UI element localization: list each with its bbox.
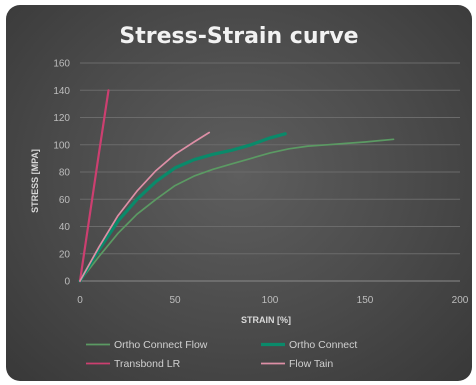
series-line bbox=[79, 131, 211, 282]
y-tick-label: 120 bbox=[53, 113, 70, 124]
x-axis-label: STRAIN [%] bbox=[241, 315, 291, 325]
y-tick-label: 80 bbox=[59, 168, 71, 179]
series-line bbox=[78, 89, 110, 283]
legend-label: Flow Tain bbox=[289, 358, 333, 370]
y-tick-label: 140 bbox=[53, 86, 70, 97]
y-tick-labels: 0 20 40 60 80 100 120 140 160 bbox=[53, 59, 70, 288]
legend-label: Transbond LR bbox=[114, 358, 181, 370]
y-tick-label: 20 bbox=[59, 249, 71, 260]
y-tick-label: 0 bbox=[64, 277, 70, 288]
legend-label: Ortho Connect bbox=[289, 339, 357, 351]
x-tick-label: 200 bbox=[452, 295, 469, 306]
y-tick-label: 40 bbox=[59, 222, 71, 233]
series-lines bbox=[78, 89, 395, 283]
x-tick-label: 50 bbox=[169, 295, 181, 306]
stress-strain-chart: Stress-Strain curve 0 20 40 60 80 100 120 140 16… bbox=[30, 24, 469, 370]
x-tick-label: 100 bbox=[262, 295, 279, 306]
legend-label: Ortho Connect Flow bbox=[114, 339, 208, 351]
gridlines bbox=[80, 62, 460, 282]
x-tick-label: 150 bbox=[357, 295, 374, 306]
y-tick-label: 60 bbox=[59, 195, 71, 206]
chart-card: Stress-Strain curve 0 20 40 60 80 100 120 140 16… bbox=[6, 5, 472, 381]
chart-title: Stress-Strain curve bbox=[119, 24, 358, 49]
y-tick-label: 160 bbox=[53, 59, 70, 70]
x-tick-label: 0 bbox=[77, 295, 83, 306]
y-tick-label: 100 bbox=[53, 140, 70, 151]
legend: Ortho Connect Flow Ortho Connect Transbond… bbox=[86, 339, 357, 370]
y-axis-label: STRESS [MPA] bbox=[30, 149, 40, 213]
series-line bbox=[78, 132, 287, 283]
series-line bbox=[79, 138, 395, 282]
x-tick-labels: 0 50 100 150 200 bbox=[77, 295, 469, 306]
